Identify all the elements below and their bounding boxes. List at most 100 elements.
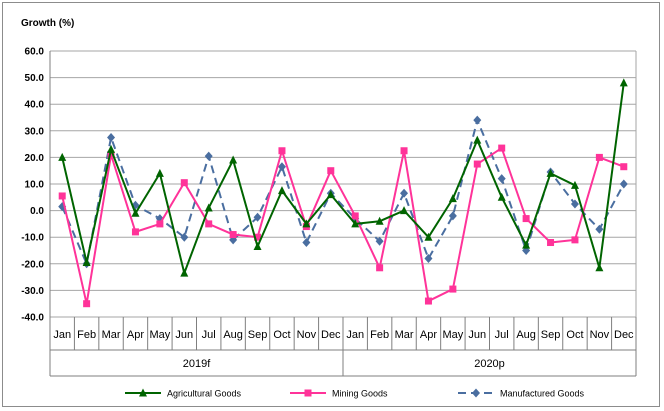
y-tick-label: 30.0	[25, 126, 45, 137]
agricultural-goods-point	[229, 155, 238, 164]
manufactured-goods-point	[448, 211, 457, 221]
x-tick-label: Dec	[321, 329, 341, 341]
manufactured-goods-point	[595, 224, 604, 234]
mining-goods-point	[229, 231, 237, 239]
agricultural-goods-point	[155, 168, 164, 177]
y-tick-label: 40.0	[25, 100, 45, 111]
x-tick-label: Feb	[77, 329, 96, 341]
x-tick-label: Jun	[175, 329, 193, 341]
agricultural-goods-point	[400, 206, 409, 215]
agricultural-goods-point	[58, 152, 67, 161]
agricultural-goods-point	[497, 192, 506, 201]
agricultural-goods-point	[326, 190, 335, 199]
x-tick-labels: Jan Feb Mar Apr May Jun Jul Aug Sep Oct Nov Dec Jan F…	[53, 329, 634, 370]
y-tick-label: 10.0	[25, 180, 45, 191]
legend-item-manufactured-goods: Manufactured Goods	[458, 388, 585, 399]
x-tick-label: Aug	[223, 329, 243, 341]
legend-swatch-marker	[304, 389, 312, 397]
mining-goods-point	[620, 163, 628, 171]
agricultural-goods-point	[131, 208, 140, 217]
y-tick-label: 0.0	[30, 206, 44, 217]
manufactured-goods-point	[204, 151, 213, 161]
x-tick-label: Oct	[566, 329, 583, 341]
agricultural-goods-point	[424, 232, 433, 241]
legend-label: Agricultural Goods	[167, 389, 242, 399]
series-layer	[58, 78, 628, 308]
agricultural-goods-point	[351, 219, 360, 228]
agricultural-goods-point	[253, 242, 262, 251]
chart-svg: Growth (%) 60.0 50.0 40.0 30.0 20.0 10.0 0.0 -1…	[21, 18, 637, 399]
manufactured-goods-point	[424, 253, 433, 263]
legend-label: Manufactured Goods	[500, 389, 585, 399]
mining-goods-series	[58, 144, 628, 308]
mining-goods-point	[376, 264, 384, 272]
manufactured-goods-point	[400, 188, 409, 198]
x-group-label: 2020p	[474, 358, 505, 370]
y-tick-label: 50.0	[25, 73, 45, 84]
x-tick-label: Mar	[395, 329, 414, 341]
manufactured-goods-point	[497, 174, 506, 184]
mining-goods-point	[473, 160, 481, 168]
agricultural-goods-series	[58, 78, 628, 277]
legend-item-agricultural-goods: Agricultural Goods	[125, 388, 242, 399]
legend-swatch-marker	[139, 388, 147, 397]
x-tick-label: Nov	[590, 329, 610, 341]
manufactured-goods-point	[107, 132, 116, 142]
manufactured-goods-point	[180, 232, 189, 242]
manufactured-goods-line	[61, 119, 625, 265]
x-tick-label: Jul	[202, 329, 216, 341]
mining-goods-line	[61, 147, 625, 305]
mining-goods-point	[595, 153, 603, 161]
mining-goods-point	[498, 144, 506, 152]
mining-goods-point	[278, 147, 286, 155]
y-tick-label: -40.0	[21, 313, 44, 324]
gridlines	[50, 50, 636, 318]
agricultural-goods-point	[82, 257, 91, 266]
mining-goods-point	[351, 212, 359, 220]
manufactured-goods-point	[375, 236, 384, 246]
x-tick-label: May	[442, 329, 463, 341]
legend-label: Mining Goods	[332, 389, 388, 399]
manufactured-goods-point	[473, 115, 482, 125]
mining-goods-point	[547, 239, 555, 247]
mining-goods-point	[424, 297, 432, 305]
x-tick-label: Oct	[273, 329, 290, 341]
mining-goods-point	[83, 300, 91, 308]
agricultural-goods-point	[448, 194, 457, 203]
agricultural-goods-point	[277, 186, 286, 195]
mining-goods-point	[156, 220, 164, 228]
mining-goods-point	[571, 236, 579, 244]
y-tick-labels: 60.0 50.0 40.0 30.0 20.0 10.0 0.0 -10.0 -20.0 -30…	[21, 47, 44, 324]
agricultural-goods-point	[546, 168, 555, 177]
y-tick-label: -10.0	[21, 233, 44, 244]
y-axis-label: Growth (%)	[21, 18, 74, 29]
agricultural-goods-point	[473, 135, 482, 144]
mining-goods-point	[327, 167, 335, 175]
x-tick-label: Aug	[516, 329, 536, 341]
x-tick-label: Jul	[495, 329, 509, 341]
manufactured-goods-point	[277, 162, 286, 172]
x-tick-label: Apr	[127, 329, 144, 341]
manufactured-goods-point	[570, 199, 579, 209]
axis-lines	[49, 51, 637, 377]
agricultural-goods-point	[180, 268, 189, 277]
mining-goods-point	[180, 179, 188, 187]
x-tick-label: Dec	[614, 329, 634, 341]
agricultural-goods-point	[619, 78, 628, 87]
x-tick-label: Jun	[468, 329, 486, 341]
manufactured-goods-point	[253, 212, 262, 222]
legend: Agricultural Goods Mining Goods Manufactur…	[125, 388, 585, 399]
x-tick-label: Mar	[102, 329, 121, 341]
x-tick-label: Feb	[370, 329, 389, 341]
mining-goods-point	[400, 147, 408, 155]
manufactured-goods-point	[619, 179, 628, 189]
x-tick-label: Sep	[541, 329, 561, 341]
agricultural-goods-point	[522, 240, 531, 249]
mining-goods-point	[131, 228, 139, 236]
x-tick-label: Sep	[248, 329, 268, 341]
y-tick-label: -30.0	[21, 286, 44, 297]
manufactured-goods-point	[302, 238, 311, 248]
x-tick-label: Nov	[297, 329, 317, 341]
agricultural-goods-point	[570, 180, 579, 189]
agricultural-goods-point	[204, 203, 213, 212]
